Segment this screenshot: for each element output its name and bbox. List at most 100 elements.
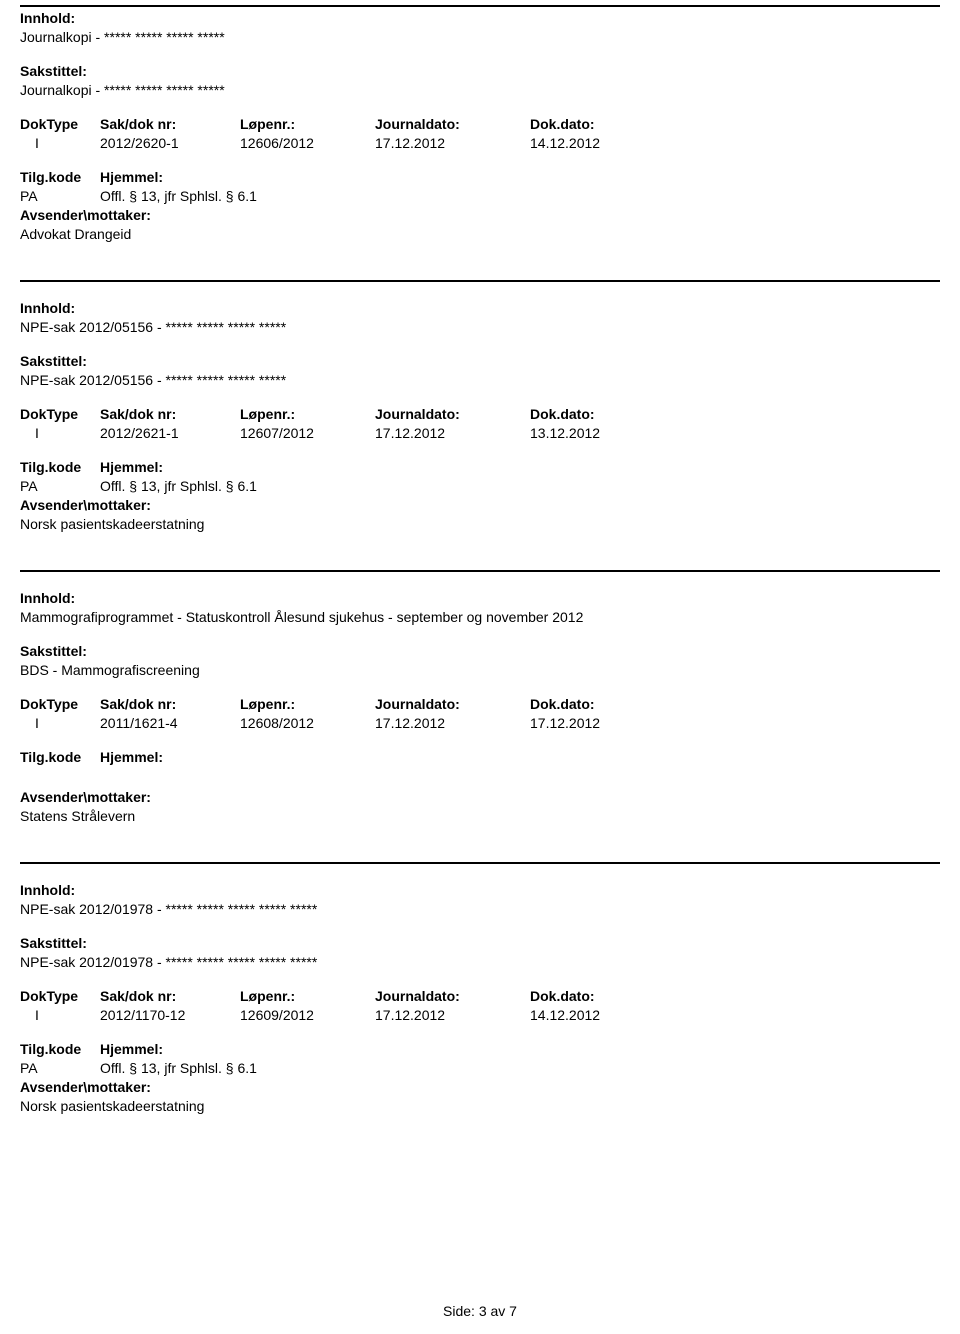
avsender-value: Statens Strålevern <box>20 808 940 824</box>
tilg-row: Tilg.kode Hjemmel: <box>20 749 940 765</box>
dokdato-header: Dok.dato: <box>530 696 670 712</box>
lopenr-header: Løpenr.: <box>240 696 375 712</box>
journal-entry: Innhold: Journalkopi - ***** ***** *****… <box>20 10 940 242</box>
lopenr-header: Løpenr.: <box>240 406 375 422</box>
sakstittel-label: Sakstittel: <box>20 63 940 79</box>
doktype-value: I <box>20 715 100 731</box>
entry-divider <box>20 5 940 7</box>
innhold-label: Innhold: <box>20 300 940 316</box>
innhold-value: NPE-sak 2012/01978 - ***** ***** ***** *… <box>20 901 940 917</box>
tilgkode-value: PA <box>20 188 100 204</box>
sakstittel-value: BDS - Mammografiscreening <box>20 662 940 678</box>
doktype-header: DokType <box>20 406 100 422</box>
tilgkode-value: PA <box>20 478 100 494</box>
sakdok-value: 2012/2620-1 <box>100 135 240 151</box>
dok-data-row: I 2011/1621-4 12608/2012 17.12.2012 17.1… <box>20 715 940 731</box>
dok-data-row: I 2012/1170-12 12609/2012 17.12.2012 14.… <box>20 1007 940 1023</box>
journaldato-value: 17.12.2012 <box>375 1007 530 1023</box>
lopenr-value: 12607/2012 <box>240 425 375 441</box>
tilgkode-value: PA <box>20 1060 100 1076</box>
lopenr-header: Løpenr.: <box>240 116 375 132</box>
doktype-value: I <box>20 425 100 441</box>
dokdato-value: 14.12.2012 <box>530 135 670 151</box>
dokdato-header: Dok.dato: <box>530 406 670 422</box>
avsender-label: Avsender\mottaker: <box>20 1079 940 1095</box>
sakstittel-value: NPE-sak 2012/01978 - ***** ***** ***** *… <box>20 954 940 970</box>
sakdok-value: 2012/1170-12 <box>100 1007 240 1023</box>
avsender-label: Avsender\mottaker: <box>20 789 940 805</box>
tilg-row: Tilg.kode Hjemmel: <box>20 1041 940 1057</box>
journaldato-value: 17.12.2012 <box>375 135 530 151</box>
tilgkode-label: Tilg.kode <box>20 749 100 765</box>
code-row: PA Offl. § 13, jfr Sphlsl. § 6.1 <box>20 188 940 204</box>
sakstittel-label: Sakstittel: <box>20 353 940 369</box>
innhold-value: Journalkopi - ***** ***** ***** ***** <box>20 29 940 45</box>
hjemmel-label: Hjemmel: <box>100 1041 163 1057</box>
lopenr-header: Løpenr.: <box>240 988 375 1004</box>
tilg-row: Tilg.kode Hjemmel: <box>20 169 940 185</box>
sakdok-header: Sak/dok nr: <box>100 116 240 132</box>
entry-divider <box>20 280 940 282</box>
doktype-value: I <box>20 1007 100 1023</box>
sakdok-header: Sak/dok nr: <box>100 988 240 1004</box>
journaldato-value: 17.12.2012 <box>375 715 530 731</box>
hjemmel-value: Offl. § 13, jfr Sphlsl. § 6.1 <box>100 478 257 494</box>
journaldato-header: Journaldato: <box>375 406 530 422</box>
dokdato-value: 14.12.2012 <box>530 1007 670 1023</box>
sakdok-header: Sak/dok nr: <box>100 696 240 712</box>
page-footer: Side: 3 av 7 <box>0 1303 960 1319</box>
sakstittel-value: NPE-sak 2012/05156 - ***** ***** ***** *… <box>20 372 940 388</box>
avsender-value: Advokat Drangeid <box>20 226 940 242</box>
entry-divider <box>20 570 940 572</box>
innhold-label: Innhold: <box>20 882 940 898</box>
sakdok-value: 2011/1621-4 <box>100 715 240 731</box>
entry-divider <box>20 862 940 864</box>
lopenr-value: 12606/2012 <box>240 135 375 151</box>
innhold-label: Innhold: <box>20 590 940 606</box>
code-row <box>20 768 940 786</box>
doktype-header: DokType <box>20 696 100 712</box>
lopenr-value: 12608/2012 <box>240 715 375 731</box>
sakdok-value: 2012/2621-1 <box>100 425 240 441</box>
hjemmel-label: Hjemmel: <box>100 459 163 475</box>
dokdato-header: Dok.dato: <box>530 988 670 1004</box>
journaldato-header: Journaldato: <box>375 988 530 1004</box>
doktype-header: DokType <box>20 988 100 1004</box>
avsender-value: Norsk pasientskadeerstatning <box>20 516 940 532</box>
sakstittel-value: Journalkopi - ***** ***** ***** ***** <box>20 82 940 98</box>
journal-entry: Innhold: Mammografiprogrammet - Statusko… <box>20 590 940 824</box>
innhold-value: NPE-sak 2012/05156 - ***** ***** ***** *… <box>20 319 940 335</box>
sakstittel-label: Sakstittel: <box>20 935 940 951</box>
tilgkode-label: Tilg.kode <box>20 1041 100 1057</box>
avsender-label: Avsender\mottaker: <box>20 207 940 223</box>
journaldato-value: 17.12.2012 <box>375 425 530 441</box>
tilgkode-value <box>20 768 100 786</box>
doktype-header: DokType <box>20 116 100 132</box>
dok-header-row: DokType Sak/dok nr: Løpenr.: Journaldato… <box>20 406 940 422</box>
dokdato-value: 13.12.2012 <box>530 425 670 441</box>
journaldato-header: Journaldato: <box>375 696 530 712</box>
code-row: PA Offl. § 13, jfr Sphlsl. § 6.1 <box>20 1060 940 1076</box>
doktype-value: I <box>20 135 100 151</box>
hjemmel-value: Offl. § 13, jfr Sphlsl. § 6.1 <box>100 1060 257 1076</box>
dok-header-row: DokType Sak/dok nr: Løpenr.: Journaldato… <box>20 116 940 132</box>
dok-data-row: I 2012/2621-1 12607/2012 17.12.2012 13.1… <box>20 425 940 441</box>
code-row: PA Offl. § 13, jfr Sphlsl. § 6.1 <box>20 478 940 494</box>
dok-header-row: DokType Sak/dok nr: Løpenr.: Journaldato… <box>20 696 940 712</box>
dokdato-value: 17.12.2012 <box>530 715 670 731</box>
innhold-label: Innhold: <box>20 10 940 26</box>
tilg-row: Tilg.kode Hjemmel: <box>20 459 940 475</box>
hjemmel-value: Offl. § 13, jfr Sphlsl. § 6.1 <box>100 188 257 204</box>
lopenr-value: 12609/2012 <box>240 1007 375 1023</box>
tilgkode-label: Tilg.kode <box>20 459 100 475</box>
sakdok-header: Sak/dok nr: <box>100 406 240 422</box>
avsender-label: Avsender\mottaker: <box>20 497 940 513</box>
hjemmel-label: Hjemmel: <box>100 169 163 185</box>
sakstittel-label: Sakstittel: <box>20 643 940 659</box>
dok-header-row: DokType Sak/dok nr: Løpenr.: Journaldato… <box>20 988 940 1004</box>
hjemmel-label: Hjemmel: <box>100 749 163 765</box>
tilgkode-label: Tilg.kode <box>20 169 100 185</box>
dokdato-header: Dok.dato: <box>530 116 670 132</box>
dok-data-row: I 2012/2620-1 12606/2012 17.12.2012 14.1… <box>20 135 940 151</box>
journaldato-header: Journaldato: <box>375 116 530 132</box>
